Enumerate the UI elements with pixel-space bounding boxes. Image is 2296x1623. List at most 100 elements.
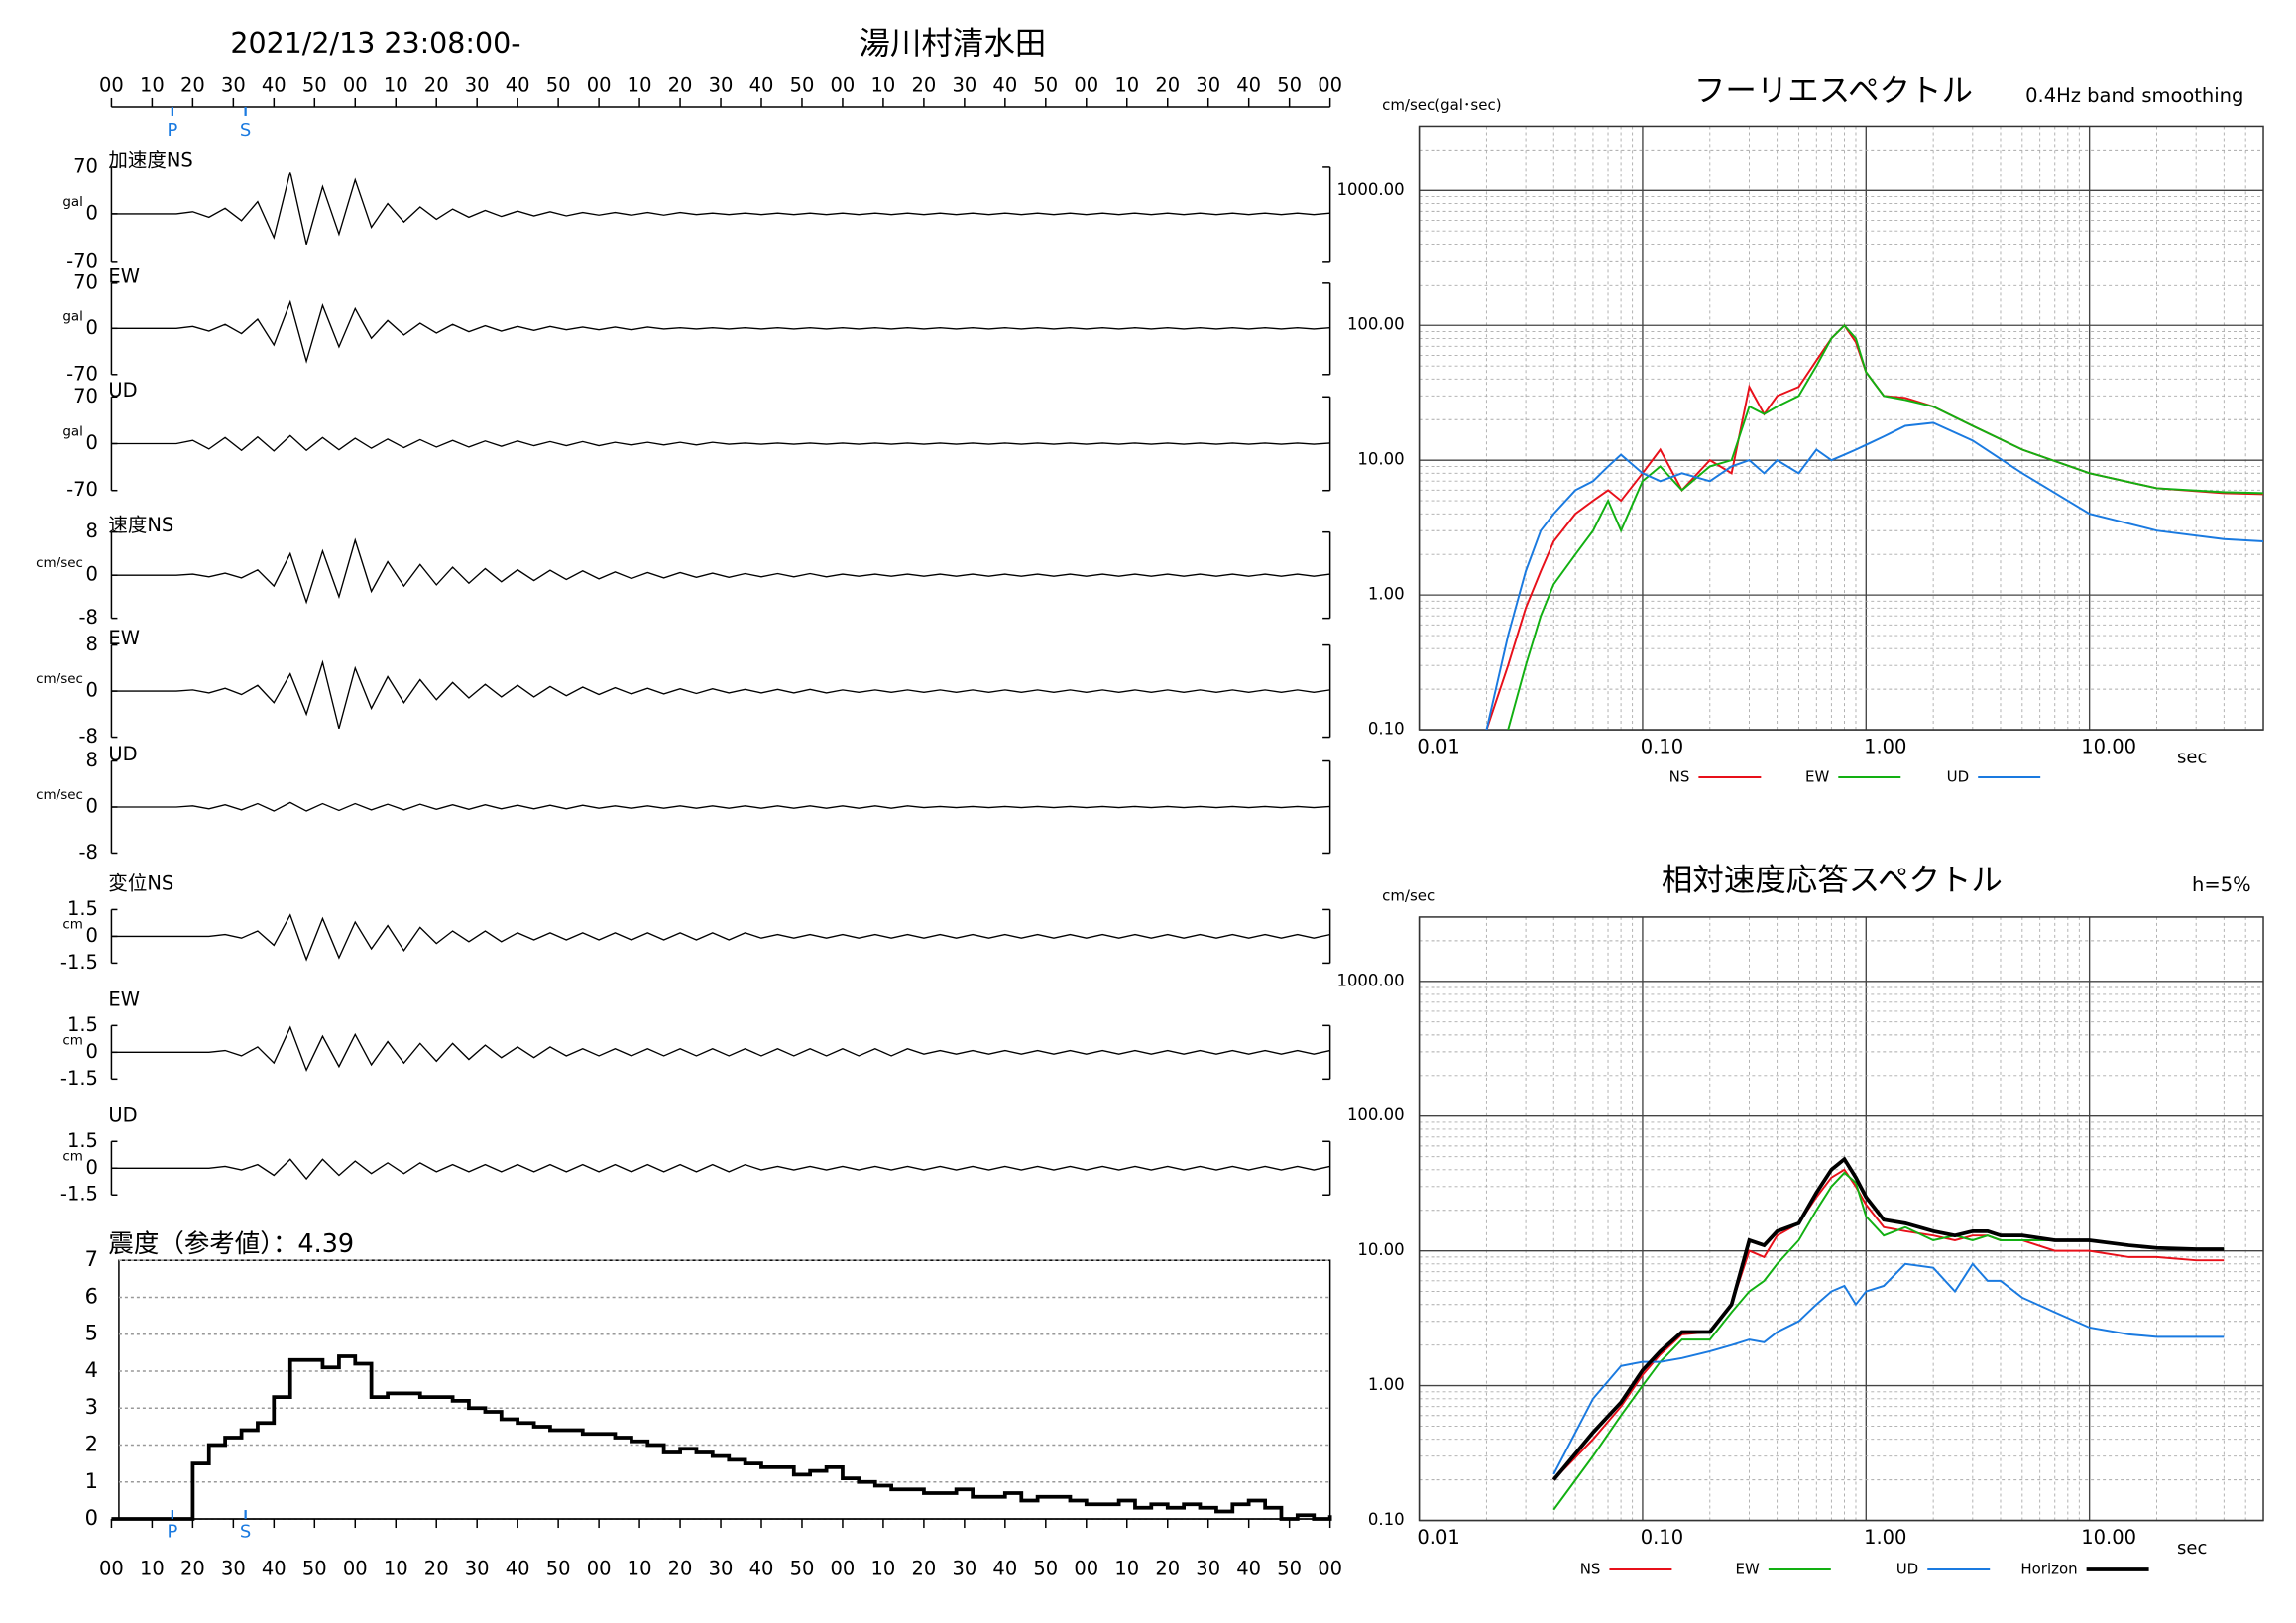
waveform [111, 434, 1330, 452]
y-tick-label: 0 [86, 1156, 98, 1179]
panel-label: UD [108, 743, 137, 765]
time-tick-label: 20 [668, 73, 693, 96]
y-tick-label: 100.00 [1347, 1105, 1405, 1124]
y-tick-label: 4 [85, 1358, 98, 1382]
y-tick-label: 100.00 [1347, 315, 1405, 334]
x-tick-label: 1.00 [1864, 1526, 1906, 1549]
panel-label: EW [108, 987, 140, 1010]
time-tick-label: 00 [343, 1558, 368, 1580]
response-title: 相対速度応答スペクトル [1662, 863, 2003, 898]
time-tick-label: 10 [1114, 73, 1139, 96]
y-tick-label: -1.5 [60, 1067, 98, 1090]
time-tick-label: 10 [628, 73, 652, 96]
panel-label: EW [108, 627, 140, 649]
y-tick-label: 0 [86, 679, 98, 702]
y-tick-label: 1 [85, 1469, 98, 1493]
fourier-y-label: cm/sec(gal･sec) [1382, 96, 1501, 114]
time-tick-label: 00 [1074, 1558, 1098, 1580]
time-tick-label: 50 [302, 1558, 327, 1580]
y-tick-label: 10.00 [1357, 1240, 1404, 1259]
time-tick-label: 40 [262, 73, 287, 96]
time-tick-label: 40 [262, 1558, 287, 1580]
time-tick-label: 40 [506, 1558, 530, 1580]
x-tick-label: 10.00 [2081, 736, 2136, 758]
time-tick-label: 10 [628, 1558, 652, 1580]
y-tick-label: 0 [86, 795, 98, 818]
x-tick-label: 0.10 [1641, 1526, 1683, 1549]
waveform [111, 537, 1330, 605]
response-y-label: cm/sec [1382, 886, 1435, 904]
y-tick-label: 1.5 [67, 897, 98, 920]
time-tick-label: 50 [1277, 73, 1302, 96]
time-tick-label: 20 [1155, 73, 1180, 96]
spectrum-line [1507, 323, 2264, 731]
fourier-title: フーリエスペクトル [1694, 73, 1973, 109]
y-tick-label: 7 [85, 1247, 98, 1271]
waveform [111, 801, 1330, 812]
spectrum-line [1551, 1156, 2225, 1481]
phase-label: P [167, 1522, 177, 1543]
y-tick-label: -1.5 [60, 1183, 98, 1206]
legend-label: Horizon [2020, 1561, 2077, 1578]
time-tick-label: 30 [465, 1558, 490, 1580]
time-tick-label: 40 [1236, 73, 1261, 96]
y-tick-label: -70 [66, 362, 98, 385]
spectrum-line [1552, 1168, 2225, 1481]
y-tick-label: 0 [85, 1506, 98, 1530]
legend-label: EW [1736, 1561, 1760, 1578]
x-tick-label: 0.01 [1417, 1526, 1459, 1549]
spectrum-line [1485, 421, 2264, 731]
time-tick-label: 10 [384, 73, 408, 96]
time-tick-label: 30 [1196, 1558, 1220, 1580]
time-tick-label: 20 [180, 1558, 205, 1580]
time-tick-label: 30 [221, 1558, 246, 1580]
y-tick-label: 70 [73, 270, 98, 292]
time-tick-label: 20 [424, 1558, 449, 1580]
y-tick-label: 8 [86, 520, 98, 542]
time-tick-label: 00 [831, 1558, 856, 1580]
time-tick-label: 30 [952, 73, 976, 96]
y-tick-label: 0.10 [1368, 1510, 1405, 1529]
y-tick-label: -70 [66, 478, 98, 501]
waveform [111, 299, 1330, 364]
record-time: 2021/2/13 23:08:00- [230, 27, 520, 59]
time-tick-label: 00 [99, 1558, 124, 1580]
y-tick-label: 0 [86, 563, 98, 586]
legend-label: EW [1805, 768, 1829, 786]
waveform [111, 659, 1330, 730]
time-tick-label: 40 [506, 73, 530, 96]
time-tick-label: 50 [1033, 73, 1058, 96]
waveform [111, 1158, 1330, 1181]
y-tick-label: 8 [86, 633, 98, 655]
time-tick-label: 10 [1114, 1558, 1139, 1580]
time-tick-label: 50 [302, 73, 327, 96]
y-tick-label: 1000.00 [1336, 180, 1404, 199]
time-tick-label: 50 [790, 73, 815, 96]
time-tick-label: 30 [709, 73, 734, 96]
time-tick-label: 50 [546, 1558, 571, 1580]
time-tick-label: 20 [912, 73, 937, 96]
legend-label: UD [1947, 768, 1970, 786]
x-tick-label: 1.00 [1864, 736, 1906, 758]
time-tick-label: 50 [546, 73, 571, 96]
time-tick-label: 10 [871, 73, 896, 96]
unit-label: gal [62, 194, 83, 210]
time-tick-label: 10 [140, 1558, 165, 1580]
fourier-subtitle: 0.4Hz band smoothing [2025, 84, 2243, 107]
phase-label: P [167, 120, 177, 141]
unit-label: cm [62, 1148, 83, 1164]
y-tick-label: 70 [73, 154, 98, 176]
time-tick-label: 20 [424, 73, 449, 96]
y-tick-label: 1.00 [1368, 1375, 1405, 1394]
y-tick-label: 1.5 [67, 1129, 98, 1152]
y-tick-label: 10.00 [1357, 450, 1404, 469]
x-tick-label: 0.01 [1417, 736, 1459, 758]
time-tick-label: 40 [749, 73, 774, 96]
plot-frame [1418, 125, 2264, 731]
time-tick-label: 40 [1236, 1558, 1261, 1580]
y-tick-label: -8 [79, 606, 98, 629]
station-name: 湯川村清水田 [859, 26, 1046, 61]
unit-label: cm/sec [36, 671, 83, 687]
